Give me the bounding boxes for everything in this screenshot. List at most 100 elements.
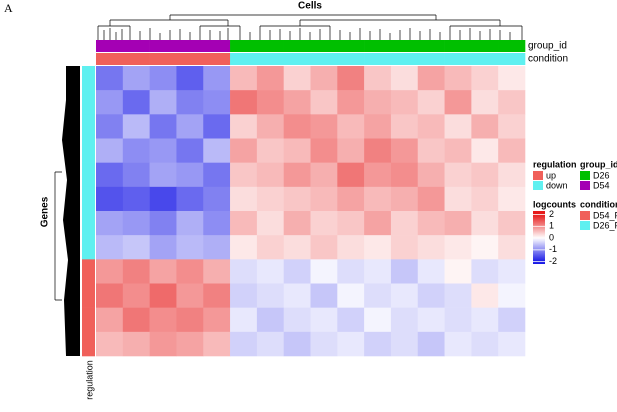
column-annotation-cell: [96, 53, 124, 65]
heatmap-cell: [444, 138, 472, 163]
heatmap-cell: [498, 90, 526, 115]
heatmap-cell: [444, 235, 472, 260]
column-annotation-cell: [417, 53, 445, 65]
column-annotation-cell: [256, 53, 284, 65]
heatmap-cell: [283, 114, 311, 139]
heatmap-cell: [364, 331, 392, 357]
heatmap-cell: [337, 283, 365, 308]
column-annotation-cell: [390, 40, 419, 52]
heatmap-cell: [337, 162, 365, 188]
column-annotation-cell: [471, 53, 499, 65]
column-annotation-cell: [498, 40, 526, 52]
row-annotation-cell: [82, 162, 95, 188]
column-annotation-cell: [498, 53, 526, 65]
column-annotation-cell: [337, 53, 365, 65]
heatmap-cell: [444, 259, 472, 284]
colorbar-tick-label: -1: [549, 244, 557, 254]
heatmap-cell: [149, 211, 177, 236]
column-annotation-cell: [390, 53, 419, 65]
heatmap-cell: [390, 331, 419, 357]
heatmap-cell: [364, 186, 392, 212]
heatmap-cell: [417, 90, 445, 115]
column-annotation-cell: [364, 53, 392, 65]
column-annotation-cell: [310, 40, 338, 52]
heatmap-cell: [230, 90, 258, 115]
legend-swatch: [533, 171, 543, 180]
heatmap-cell: [122, 259, 150, 284]
heatmap-cell: [230, 283, 258, 308]
heatmap-cell: [283, 259, 311, 284]
heatmap-cell: [337, 186, 365, 212]
heatmap-cell: [337, 211, 365, 236]
heatmap-cell: [417, 283, 445, 308]
heatmap-cell: [256, 307, 284, 333]
heatmap-cell: [417, 138, 445, 163]
heatmap-cell: [417, 211, 445, 236]
heatmap-cell: [498, 66, 526, 91]
heatmap-cell: [498, 259, 526, 284]
heatmap-cell: [230, 162, 258, 188]
heatmap-cell: [149, 331, 177, 357]
legend-swatch: [533, 181, 543, 190]
heatmap-cell: [471, 235, 499, 260]
heatmap-cell: [498, 211, 526, 236]
heatmap-cell: [310, 259, 338, 284]
column-annotation-cell: [230, 40, 258, 52]
heatmap-cell: [364, 162, 392, 188]
heatmap-cell: [444, 162, 472, 188]
column-annotation-cell: [203, 40, 231, 52]
heatmap-cell: [310, 186, 338, 212]
heatmap-cell: [230, 66, 258, 91]
heatmap-cell: [230, 186, 258, 212]
row-annotation-cell: [82, 66, 95, 91]
panel-label: A: [4, 1, 13, 15]
heatmap-cell: [283, 211, 311, 236]
column-annotation-title: condition: [528, 54, 568, 65]
heatmap-cell: [122, 307, 150, 333]
heatmap-cell: [310, 307, 338, 333]
heatmap-cell: [471, 114, 499, 139]
heatmap-cell: [498, 114, 526, 139]
heatmap-cell: [176, 211, 204, 236]
heatmap-cell: [149, 138, 177, 163]
heatmap-cell: [96, 186, 124, 212]
heatmap-cell: [444, 90, 472, 115]
heatmap-cell: [417, 186, 445, 212]
colorbar-title: logcounts: [533, 199, 576, 209]
heatmap-cell: [256, 138, 284, 163]
heatmap-cell: [390, 90, 419, 115]
heatmap-cell: [337, 90, 365, 115]
heatmap-cell: [256, 186, 284, 212]
heatmap-cell: [149, 114, 177, 139]
heatmap-cell: [203, 66, 231, 91]
heatmap-cell: [283, 138, 311, 163]
column-dendrogram: [97, 14, 523, 40]
colorbar-tick-label: -2: [549, 256, 557, 266]
heatmap-cell: [310, 66, 338, 91]
column-annotation-cell: [96, 40, 124, 52]
heatmap-cell: [471, 90, 499, 115]
heatmap-cell: [471, 307, 499, 333]
heatmap-cell: [203, 283, 231, 308]
column-annotation-cell: [176, 40, 204, 52]
heatmap-cell: [96, 211, 124, 236]
heatmap-cell: [96, 66, 124, 91]
heatmap-cell: [176, 331, 204, 357]
heatmap-cell: [176, 138, 204, 163]
row-annotation-cell: [82, 186, 95, 212]
heatmap-cell: [122, 90, 150, 115]
heatmap-cell: [256, 331, 284, 357]
heatmap-cell: [283, 66, 311, 91]
heatmap-cell: [471, 211, 499, 236]
row-annotation-cell: [82, 235, 95, 260]
column-annotation-cell: [283, 40, 311, 52]
heatmap-cell: [203, 211, 231, 236]
heatmap-cell: [444, 114, 472, 139]
heatmap-cell: [283, 235, 311, 260]
heatmap-cell: [256, 283, 284, 308]
heatmap-cell: [122, 162, 150, 188]
heatmap-cell: [310, 331, 338, 357]
heatmap-cell: [337, 259, 365, 284]
heatmap-cell: [471, 186, 499, 212]
heatmap-cell: [176, 283, 204, 308]
